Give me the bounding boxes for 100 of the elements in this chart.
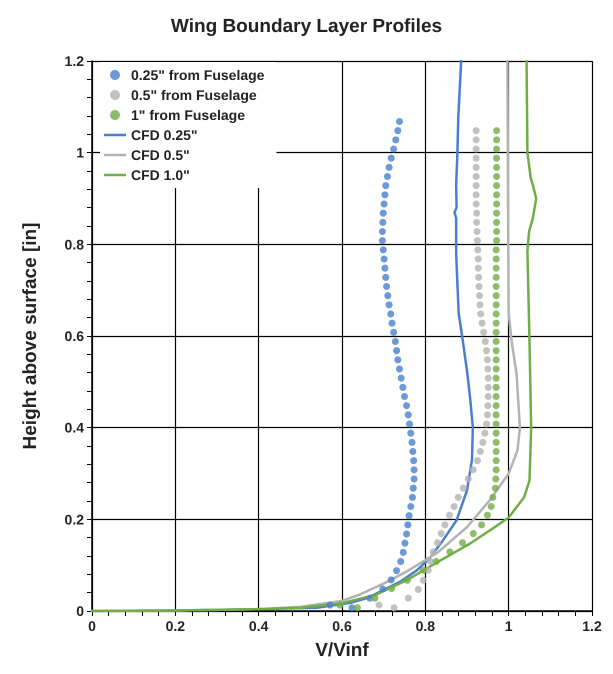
point: [472, 191, 480, 198]
point: [483, 347, 490, 354]
point: [378, 228, 386, 235]
legend-label: CFD 0.5": [131, 147, 190, 163]
y-tick-label: 0.4: [64, 420, 84, 436]
point: [493, 164, 500, 171]
point: [492, 356, 500, 364]
point: [438, 530, 445, 538]
point: [388, 320, 396, 327]
point: [404, 521, 412, 528]
point: [380, 210, 387, 217]
point: [407, 503, 414, 510]
point: [480, 328, 488, 336]
point: [396, 366, 403, 372]
legend-label: 1" from Fuselage: [131, 107, 246, 123]
point: [492, 264, 500, 272]
point: [493, 200, 500, 208]
point: [371, 594, 378, 602]
point: [434, 539, 441, 546]
point: [488, 503, 495, 510]
point: [478, 320, 486, 327]
point: [484, 393, 492, 400]
point: [493, 146, 500, 152]
legend-label: CFD 1.0": [131, 167, 190, 183]
point: [408, 438, 416, 446]
point: [493, 191, 500, 198]
point: [407, 430, 414, 437]
point: [484, 356, 491, 364]
point: [492, 256, 500, 262]
point: [460, 484, 467, 492]
x-tick-label: 0: [88, 618, 96, 634]
point: [474, 228, 480, 235]
y-tick-label: 0: [76, 603, 84, 619]
point: [477, 310, 484, 318]
point: [430, 548, 437, 556]
x-tick-label: 0.6: [332, 618, 352, 634]
point: [492, 484, 499, 492]
point: [493, 228, 500, 235]
point: [382, 182, 390, 190]
point: [400, 548, 407, 556]
point: [492, 466, 500, 474]
point: [472, 164, 480, 171]
point: [484, 512, 491, 519]
point: [384, 292, 392, 300]
point: [476, 283, 483, 290]
point: [474, 256, 482, 262]
point: [476, 301, 484, 308]
y-tick-label: 0.8: [64, 236, 84, 252]
point: [403, 402, 410, 410]
point: [410, 457, 418, 464]
point: [393, 567, 400, 574]
point: [404, 411, 412, 418]
point: [401, 393, 408, 400]
point: [409, 448, 416, 455]
point: [426, 558, 434, 565]
point: [354, 604, 361, 612]
point: [484, 366, 492, 372]
point: [380, 246, 387, 254]
point: [472, 127, 480, 134]
point: [404, 594, 412, 602]
point: [446, 512, 453, 519]
point: [493, 136, 500, 144]
x-axis-title: V/Vinf: [315, 640, 370, 661]
point: [379, 218, 386, 226]
point: [388, 585, 396, 592]
legend-label: 0.5" from Fuselage: [131, 87, 257, 103]
point: [482, 338, 489, 345]
legend-label: CFD 0.25": [131, 127, 198, 143]
point: [420, 566, 427, 574]
point: [472, 200, 480, 208]
point: [446, 548, 454, 556]
point: [394, 356, 402, 364]
point: [479, 438, 486, 446]
point: [404, 576, 411, 584]
point: [475, 274, 482, 281]
point: [492, 438, 500, 446]
point: [492, 420, 500, 428]
point: [380, 256, 388, 262]
point: [492, 246, 500, 254]
point: [492, 338, 500, 345]
point: [386, 301, 393, 308]
y-tick-label: 1.2: [64, 53, 84, 69]
point: [376, 602, 383, 609]
point: [492, 283, 500, 290]
point: [397, 558, 404, 565]
point: [493, 154, 500, 162]
x-tick-label: 1: [504, 618, 513, 634]
point: [386, 164, 393, 171]
x-tick-label: 0.2: [166, 618, 186, 634]
point: [410, 476, 418, 482]
point: [454, 494, 462, 501]
point: [474, 246, 482, 254]
point: [388, 154, 395, 162]
point: [492, 476, 500, 482]
point: [474, 264, 482, 272]
point: [390, 146, 398, 152]
point: [390, 328, 398, 336]
point: [492, 430, 500, 437]
point: [384, 173, 391, 180]
point: [401, 540, 408, 547]
